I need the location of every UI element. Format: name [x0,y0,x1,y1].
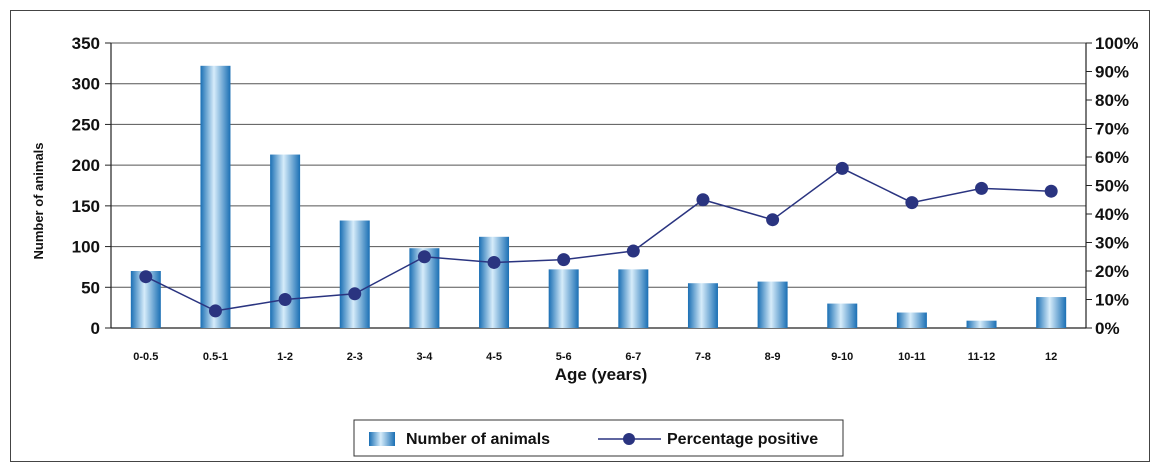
x-tick-label: 1-2 [277,351,293,363]
y2-tick-label: 90% [1095,63,1129,82]
y-tick-label: 300 [72,75,100,94]
tick-labels: 0 50 100 150 200 250 300 350 0% 10% 20% 30% 40% 50% 60… [72,34,1139,363]
bar [966,320,997,328]
bar [896,312,927,328]
y-tick-label: 150 [72,197,100,216]
bar [687,283,718,328]
x-tick-label: 4-5 [486,351,502,363]
x-tick-label: 10-11 [898,351,926,363]
line-point [696,193,710,207]
x-tick-label: 6-7 [625,351,641,363]
y2-tick-label: 60% [1095,148,1129,167]
y2-tick-label: 40% [1095,205,1129,224]
y2-tick-label: 20% [1095,262,1129,281]
bar [339,220,370,328]
y2-tick-label: 0% [1095,319,1120,338]
line-point [487,255,501,269]
line-point [208,304,222,318]
line-point [766,213,780,227]
x-tick-label: 9-10 [831,351,853,363]
line-point [835,161,849,175]
bar [1036,297,1067,328]
y2-tick-label: 50% [1095,177,1129,196]
line-point [417,250,431,264]
x-tick-label: 8-9 [765,351,781,363]
y-axis-label: Number of animals [31,142,46,259]
bar [548,269,579,328]
line-point [1044,184,1058,198]
y-tick-label: 50 [81,278,100,297]
legend: Number of animals Percentage positive [353,419,844,457]
series-line-percentage-positive [145,167,1052,312]
y2-tick-label: 30% [1095,234,1129,253]
line-point [348,287,362,301]
gridlines [111,42,1086,288]
legend-box [353,419,844,457]
legend-marker-swatch [623,433,635,445]
y2-tick-label: 100% [1095,34,1138,53]
bar [200,65,231,329]
line-point [905,196,919,210]
x-tick-label: 0.5-1 [203,351,228,363]
axes [105,42,1092,329]
line-point [557,253,571,267]
y-tick-label: 0 [91,319,100,338]
x-tick-label: 7-8 [695,351,711,363]
x-tick-label: 0-0.5 [133,351,158,363]
line-point [626,244,640,258]
x-tick-label: 11-12 [968,351,996,363]
y2-tick-label: 80% [1095,91,1129,110]
y-tick-label: 200 [72,156,100,175]
legend-entry-number-of-animals: Number of animals [406,431,550,448]
legend-bar-swatch [369,432,395,446]
x-axis-label: Age (years) [555,365,648,384]
x-tick-label: 3-4 [416,351,433,363]
bar [827,303,858,328]
legend-entry-percentage-positive: Percentage positive [667,431,818,448]
bar [479,236,510,328]
bar [618,269,649,328]
chart-frame: 0 50 100 150 200 250 300 350 0% 10% 20% 30% 40% 50% 60… [10,10,1150,462]
bar [757,281,788,328]
line-point [278,293,292,306]
x-tick-label: 12 [1045,351,1057,363]
line-series [139,161,1058,318]
x-tick-label: 2-3 [347,351,363,363]
line-point [139,270,153,284]
y-tick-label: 250 [72,115,100,134]
line-point [975,181,989,195]
y-tick-label: 100 [72,238,100,257]
y2-tick-label: 70% [1095,120,1129,139]
combo-chart: 0 50 100 150 200 250 300 350 0% 10% 20% 30% 40% 50% 60… [31,34,1139,457]
bar-series [130,65,1067,329]
x-tick-label: 5-6 [556,351,572,363]
y2-tick-label: 10% [1095,291,1129,310]
y-tick-label: 350 [72,34,100,53]
